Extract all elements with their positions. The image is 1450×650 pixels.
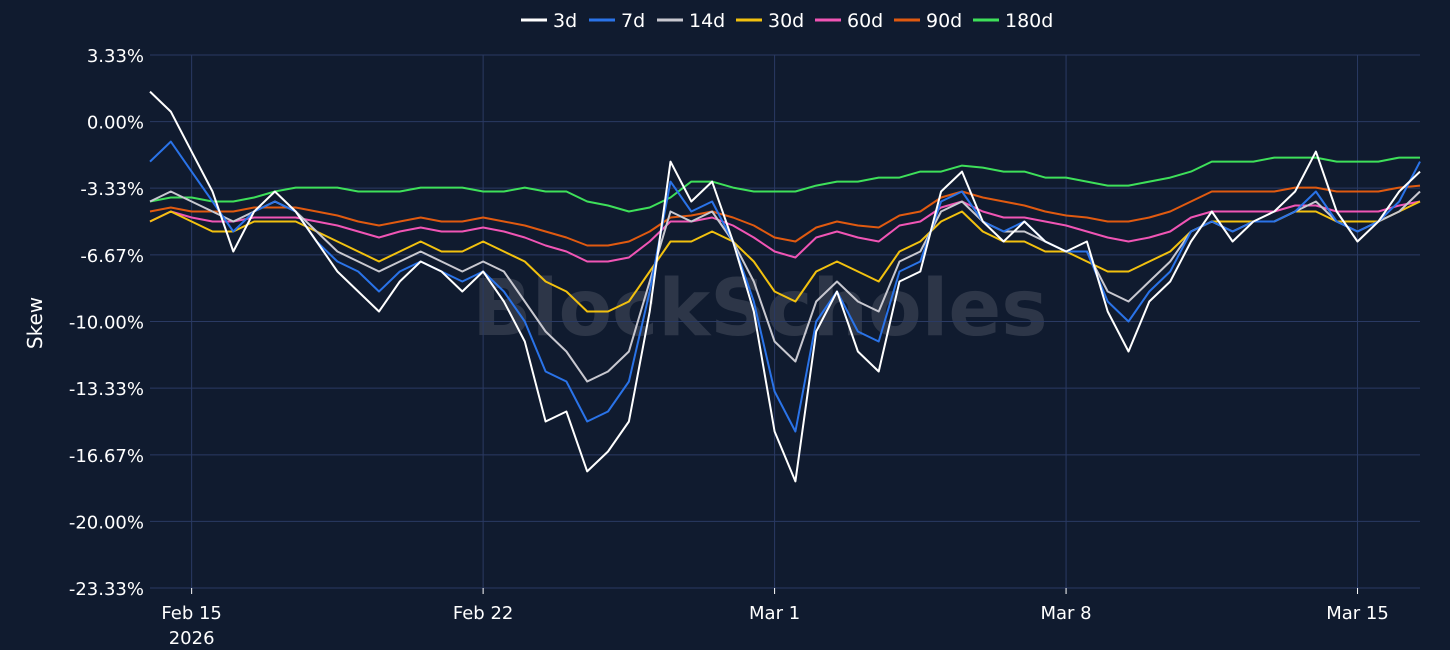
y-tick-label: 3.33% <box>87 46 144 67</box>
series-line-60d <box>149 200 1421 263</box>
series-line-3d <box>149 90 1421 483</box>
y-tick-label: -6.67% <box>80 246 144 267</box>
legend-item-7d[interactable]: 7d <box>589 10 645 32</box>
x-tick-label: Feb 22 <box>453 603 514 624</box>
series-line-7d <box>149 140 1421 433</box>
x-tick-label: Mar 15 <box>1326 603 1389 624</box>
x-tick-label: Mar 8 <box>1040 603 1091 624</box>
legend-label: 14d <box>689 10 725 32</box>
legend-item-180d[interactable]: 180d <box>973 10 1053 32</box>
legend-label: 3d <box>553 10 577 32</box>
y-tick-label: -20.00% <box>69 512 144 533</box>
y-tick-label: -10.00% <box>69 313 144 334</box>
y-tick-label: 0.00% <box>87 113 144 134</box>
plot-area <box>149 90 1421 483</box>
legend-item-14d[interactable]: 14d <box>657 10 725 32</box>
legend-label: 180d <box>1005 10 1053 32</box>
legend-item-90d[interactable]: 90d <box>894 10 962 32</box>
x-axis: Feb 15 2026 Feb 22 Mar 1 Mar 8 Mar 15 <box>161 588 1389 649</box>
y-tick-label: -13.33% <box>69 379 144 400</box>
legend-label: 90d <box>926 10 962 32</box>
y-axis-title: Skew <box>23 297 47 349</box>
x-tick-label: Feb 15 <box>161 603 222 624</box>
legend-item-3d[interactable]: 3d <box>521 10 577 32</box>
x-tick-sublabel: 2026 <box>169 628 215 649</box>
legend-item-30d[interactable]: 30d <box>736 10 804 32</box>
legend-label: 60d <box>847 10 883 32</box>
watermark: BlockScholes <box>472 264 1047 354</box>
y-tick-label: -3.33% <box>80 179 144 200</box>
x-tick-label: Mar 1 <box>749 603 800 624</box>
y-tick-label: -23.33% <box>69 579 144 600</box>
legend-item-60d[interactable]: 60d <box>815 10 883 32</box>
series-line-180d <box>149 156 1420 213</box>
legend-label: 30d <box>768 10 804 32</box>
y-tick-label: -16.67% <box>69 446 144 467</box>
legend[interactable]: 3d 7d 14d 30d 60d 90d 180d <box>521 10 1053 32</box>
series-line-90d <box>149 184 1421 247</box>
y-axis: 3.33% 0.00% -3.33% -6.67% -10.00% -13.33% -16.… <box>69 46 144 600</box>
grid <box>150 54 1420 589</box>
legend-label: 7d <box>621 10 645 32</box>
